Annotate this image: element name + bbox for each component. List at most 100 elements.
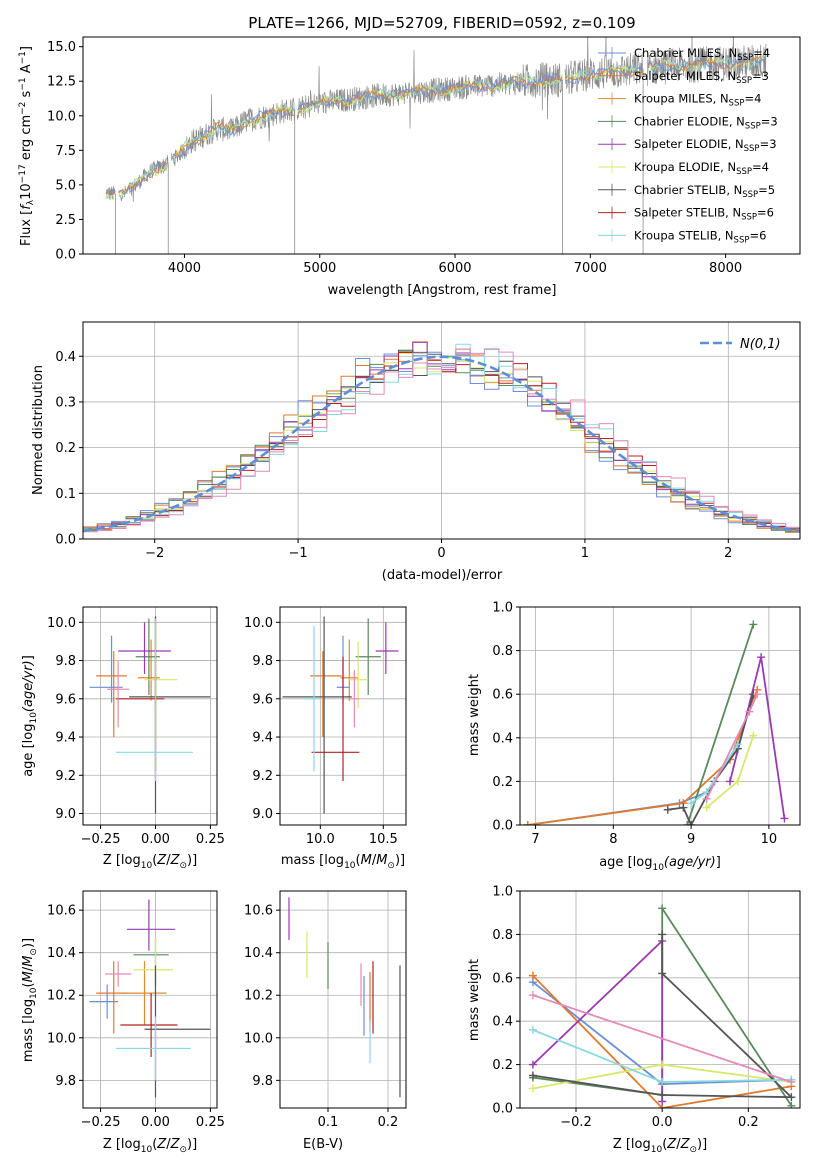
- y-tick-label: 9.8: [252, 654, 273, 669]
- age-vs-Z-panel: −0.25 0.00 0.25 9.0 9.2 9.4 9.6 9.8 10.0: [47, 606, 225, 847]
- x-tick-label: 10.5: [369, 832, 398, 847]
- y-tick-label: 10.0: [47, 109, 76, 124]
- axes-frame: [82, 606, 218, 826]
- legend-entry: Kroupa STELIB, NSSP=6: [634, 228, 766, 245]
- mass-weight-marker: [780, 814, 789, 823]
- y-tick-label: 0.8: [492, 928, 513, 943]
- weight-vs-age-panel: 7 8 9 10 0.0 0.2 0.4 0.6 0.8 1.0: [492, 601, 801, 847]
- mass-Z-xlabel: Z [log10(Z/Z⊙)]: [103, 1137, 197, 1155]
- ebv-xlabel: E(B-V): [303, 1137, 343, 1152]
- y-tick-label: 9.8: [55, 654, 76, 669]
- axes-frame: [82, 36, 801, 255]
- mass-weight-marker: [528, 1071, 537, 1080]
- x-tick-label: 0.2: [378, 1115, 399, 1130]
- x-tick-label: 0.00: [141, 1115, 170, 1130]
- legend-entry: N(0,1): [740, 337, 781, 352]
- x-tick-label: 10.0: [306, 832, 335, 847]
- mass-weight-marker: [702, 794, 711, 803]
- mass-Z-ylabel: mass [log10(M/M⊙)]: [21, 938, 39, 1062]
- y-tick-label: 9.8: [252, 1074, 273, 1089]
- mass-weight-marker: [658, 930, 667, 939]
- weight-Z-xlabel: Z [log10(Z/Z⊙)]: [613, 1137, 707, 1155]
- x-tick-label: 4000: [168, 261, 201, 276]
- mass-weight-marker: [658, 1077, 667, 1086]
- mass-weight-marker: [757, 653, 766, 662]
- x-tick-label: 10: [761, 832, 778, 847]
- y-tick-label: 5.0: [55, 178, 76, 193]
- x-tick-label: 1: [581, 546, 589, 561]
- age_vs_mass-plot-area: [280, 607, 406, 825]
- residuals-ylabel: Normed distribution: [31, 365, 46, 495]
- mass-weight-marker: [683, 821, 692, 825]
- mass_vs_Z-plot-area: [83, 891, 217, 1108]
- mass-weight-line: [532, 974, 792, 1108]
- spectrum-xlabel: wavelength [Angstrom, rest frame]: [328, 283, 557, 298]
- x-tick-label: 0.25: [196, 832, 225, 847]
- axes-frame: [279, 606, 407, 826]
- legend-entry: Salpeter ELODIE, NSSP=3: [634, 137, 777, 154]
- age-vs-mass-panel: 10.0 10.5 9.0 9.2 9.4 9.6 9.8 10.0: [244, 606, 407, 847]
- spectrum-model-line: [105, 54, 766, 195]
- legend-entry: Kroupa ELODIE, NSSP=4: [634, 160, 769, 177]
- spectrum-title: PLATE=1266, MJD=52709, FIBERID=0592, z=0…: [248, 14, 635, 32]
- spectrum-ylabel: Flux [fλ10−17 erg cm−2 s−1 A−1]: [18, 46, 36, 246]
- x-tick-label: 6000: [438, 261, 471, 276]
- age-Z-xlabel: Z [log10(Z/Z⊙)]: [103, 853, 197, 871]
- mass-weight-marker: [528, 1025, 537, 1034]
- residuals-panel: −2 −1 0 1 2 0.0 0.1 0.2 0.3 0.4 N(0,1): [55, 321, 801, 561]
- y-tick-label: 10.6: [47, 904, 76, 919]
- residual-histogram-step: [83, 343, 800, 532]
- y-tick-label: 10.0: [244, 616, 273, 631]
- y-tick-label: 10.0: [244, 1031, 273, 1046]
- x-tick-label: 8: [609, 832, 617, 847]
- x-tick-label: 9: [687, 832, 695, 847]
- y-tick-label: 9.2: [55, 769, 76, 784]
- y-tick-label: 0.4: [55, 350, 76, 365]
- mass-weight-marker: [702, 803, 711, 812]
- y-tick-label: 9.0: [55, 807, 76, 822]
- y-tick-label: 9.6: [252, 692, 273, 707]
- y-tick-label: 0.1: [55, 487, 76, 502]
- mass-weight-marker: [787, 1101, 796, 1108]
- mass-weight-marker: [745, 707, 754, 716]
- x-tick-label: 0.25: [196, 1115, 225, 1130]
- spectrum-plot-area: [105, 37, 767, 254]
- y-tick-label: 15.0: [47, 40, 76, 55]
- mass-weight-marker: [528, 1084, 537, 1093]
- mass-weight-marker: [726, 777, 734, 786]
- spectrum-panel: 4000 5000 6000 7000 8000 0.0 2.5 5.0 7.5 10.0 12.5…: [18, 36, 801, 276]
- x-tick-label: −1: [289, 546, 308, 561]
- y-tick-label: 10.0: [47, 1031, 76, 1046]
- mass-weight-marker: [687, 799, 696, 808]
- legend-entry: Chabrier STELIB, NSSP=5: [634, 183, 775, 200]
- mass-weight-marker: [663, 805, 672, 814]
- y-tick-label: 0.0: [55, 533, 76, 548]
- x-tick-label: 0.0: [652, 1115, 673, 1130]
- y-tick-label: 0.2: [492, 775, 513, 790]
- y-tick-label: 9.8: [55, 1074, 76, 1089]
- mass-weight-marker: [787, 1077, 796, 1086]
- axes-frame: [279, 890, 407, 1109]
- weight-Z-ylabel: mass weight: [467, 959, 482, 1041]
- x-tick-label: 8000: [709, 261, 742, 276]
- legend-entry: Chabrier ELODIE, NSSP=3: [634, 114, 778, 131]
- mass-weight-marker: [658, 904, 667, 913]
- y-tick-label: 10.6: [244, 904, 273, 919]
- mass-weight-marker: [658, 969, 667, 978]
- y-tick-label: 0.6: [492, 971, 513, 986]
- mass-weight-marker: [687, 821, 696, 825]
- legend-entry: Kroupa MILES, NSSP=4: [634, 92, 761, 109]
- spectrum-model-line: [105, 53, 766, 201]
- y-tick-label: 9.4: [252, 731, 273, 746]
- mass-weight-marker: [733, 740, 742, 749]
- legend-entry: Salpeter MILES, NSSP=3: [634, 69, 769, 86]
- y-tick-label: 2.5: [55, 213, 76, 228]
- weight-age-xlabel: age [log10(age/yr)]: [599, 855, 721, 873]
- residuals-xlabel: (data-model)/error: [382, 568, 503, 583]
- y-tick-label: 9.2: [252, 769, 273, 784]
- weight_vs_age-plot-area: [520, 607, 800, 825]
- y-tick-label: 0.4: [492, 1015, 513, 1030]
- x-tick-label: 0.1: [318, 1115, 339, 1130]
- y-tick-label: 0.2: [55, 441, 76, 456]
